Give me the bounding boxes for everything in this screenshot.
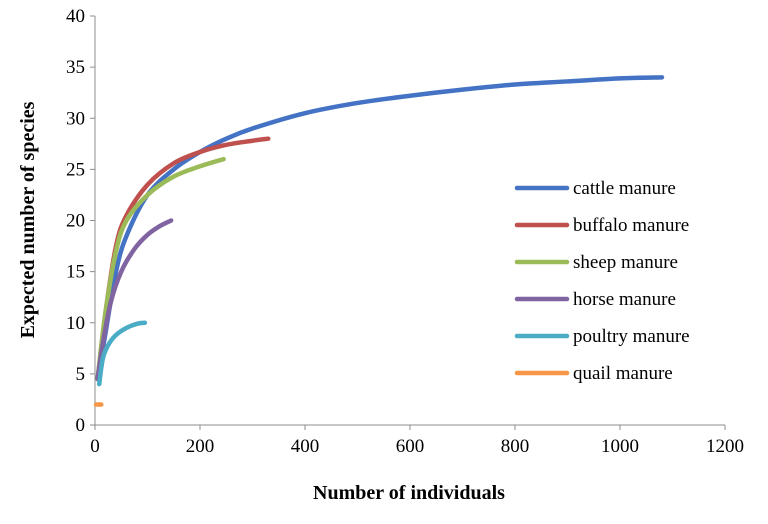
series-line-horse-manure xyxy=(95,218,174,382)
legend-label-sheep-manure: sheep manure xyxy=(573,252,678,273)
y-tick-label: 40 xyxy=(66,6,85,27)
plot-area xyxy=(93,75,665,407)
series-line-poultry-manure xyxy=(96,320,148,387)
y-tick-label: 15 xyxy=(66,262,85,283)
legend-label-poultry-manure: poultry manure xyxy=(573,326,690,347)
series-line-cattle-manure xyxy=(95,75,665,382)
x-tick-label: 200 xyxy=(186,436,215,457)
y-tick-label: 30 xyxy=(66,108,85,129)
y-tick-label: 10 xyxy=(66,313,85,334)
y-tick-label: 20 xyxy=(66,211,85,232)
x-tick-label: 1200 xyxy=(706,436,744,457)
legend-label-quail-manure: quail manure xyxy=(573,363,673,384)
y-tick-label: 35 xyxy=(66,57,85,78)
x-tick-label: 0 xyxy=(90,436,100,457)
y-tick-label: 0 xyxy=(76,415,86,436)
series-line-sheep-manure xyxy=(95,156,226,382)
x-tick-label: 400 xyxy=(291,436,320,457)
y-axis-title: Expected number of species xyxy=(17,101,39,338)
x-tick-label: 600 xyxy=(396,436,425,457)
legend-label-cattle-manure: cattle manure xyxy=(573,178,676,199)
legend-label-buffalo-manure: buffalo manure xyxy=(573,215,689,236)
legend: cattle manure buffalo manure sheep manure h… xyxy=(514,178,690,384)
x-tick-label: 800 xyxy=(501,436,530,457)
y-tick-label: 5 xyxy=(76,364,86,385)
x-tick-label: 1000 xyxy=(601,436,639,457)
y-tick-label: 25 xyxy=(66,159,85,180)
x-axis-title: Number of individuals xyxy=(313,482,505,504)
legend-label-horse-manure: horse manure xyxy=(573,289,676,310)
